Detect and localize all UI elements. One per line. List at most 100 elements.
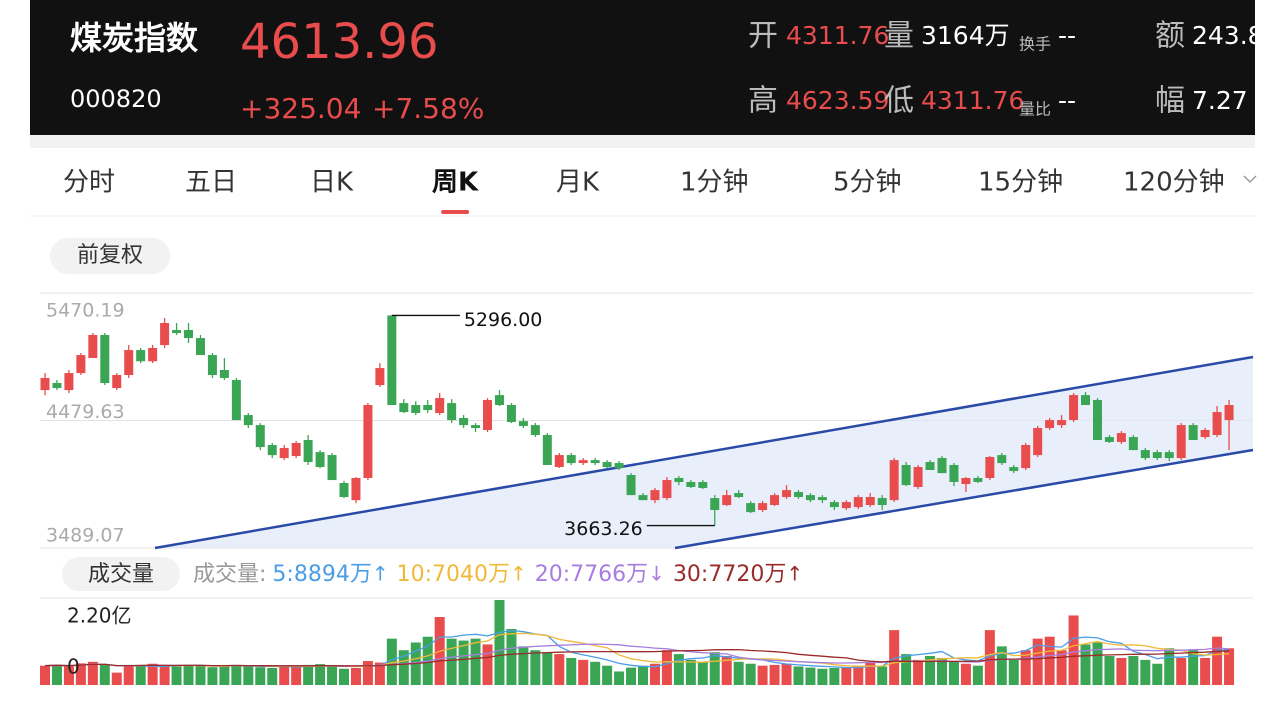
volume-bar xyxy=(1044,636,1055,685)
candle-body xyxy=(219,369,229,378)
volume-bar xyxy=(1104,656,1115,685)
tab[interactable]: 5分钟 xyxy=(833,168,902,198)
candle-body xyxy=(961,477,971,485)
volume-bar xyxy=(231,664,242,685)
stat-value: 7.27 xyxy=(1192,86,1248,115)
volume-bar xyxy=(1092,642,1103,685)
volume-bar xyxy=(901,654,912,685)
volume-bar xyxy=(183,664,194,685)
candle-body xyxy=(375,368,385,386)
volume-bar xyxy=(614,671,625,685)
candle-body xyxy=(1188,425,1198,441)
candle-body xyxy=(351,477,361,501)
candle-body xyxy=(662,480,672,499)
volume-bar xyxy=(685,659,696,685)
candle-body xyxy=(542,434,552,465)
legend-item: 30:7720万 xyxy=(673,562,786,587)
candle-body xyxy=(255,425,265,448)
volume-bar xyxy=(661,650,672,685)
annotation-label: 3663.26 xyxy=(564,518,643,540)
candle-body xyxy=(411,405,421,413)
candle-body xyxy=(494,395,504,406)
price-change: +325.04 xyxy=(240,92,361,125)
candle-body xyxy=(578,460,588,464)
candle-body xyxy=(925,462,935,471)
tab[interactable]: 分时 xyxy=(63,168,115,198)
candle-body xyxy=(1009,467,1019,472)
candle-body xyxy=(1176,425,1186,459)
candle-body xyxy=(64,373,74,391)
candle-body xyxy=(76,355,86,374)
stat-label: 量比 xyxy=(1019,100,1051,119)
candle-body xyxy=(1069,395,1079,421)
stat-label: 高 xyxy=(748,84,778,119)
candle-body xyxy=(782,490,792,498)
candle-body xyxy=(1116,433,1126,442)
tab[interactable]: 120分钟 xyxy=(1123,168,1225,198)
candle-body xyxy=(52,382,62,389)
volume-bar xyxy=(446,638,457,685)
candle-body xyxy=(1045,420,1055,429)
volume-bar xyxy=(769,664,780,685)
volume-bar xyxy=(518,646,529,685)
legend-arrow: ↑ xyxy=(786,562,803,586)
candle-body xyxy=(88,334,98,359)
candle-body xyxy=(710,498,720,511)
header-bar xyxy=(30,0,1255,135)
volume-bar xyxy=(937,657,947,685)
candle-body xyxy=(530,425,540,435)
tab[interactable]: 五日 xyxy=(185,168,237,198)
volume-bar xyxy=(626,667,637,685)
volume-bar xyxy=(87,661,98,685)
price-change-pct: +7.58% xyxy=(372,92,484,125)
channel-line xyxy=(674,448,1254,550)
candle-body xyxy=(1033,428,1043,456)
volume-bar xyxy=(458,640,469,685)
candle-body xyxy=(722,495,732,506)
candle-body xyxy=(339,483,349,498)
volume-bar xyxy=(960,663,971,685)
moving-average-line xyxy=(44,648,1230,667)
tab[interactable]: 月K xyxy=(556,168,600,198)
tab[interactable]: 周K xyxy=(432,168,479,198)
volume-bar xyxy=(530,650,541,685)
adjust-button-label[interactable]: 前复权 xyxy=(77,243,143,268)
tab[interactable]: 15分钟 xyxy=(978,168,1063,198)
candle-body xyxy=(483,399,493,430)
volume-bar xyxy=(757,665,768,685)
volume-bar xyxy=(649,663,660,685)
candle-body xyxy=(291,442,301,456)
more-tabs-chevron[interactable] xyxy=(1243,175,1257,184)
volume-bar xyxy=(63,666,74,685)
volume-bar xyxy=(1068,615,1079,685)
volume-bar xyxy=(566,657,577,685)
volume-bar xyxy=(1224,648,1235,685)
y-tick-label: 5470.19 xyxy=(46,300,125,322)
candle-body xyxy=(554,455,564,468)
tab[interactable]: 1分钟 xyxy=(680,168,749,198)
candle-body xyxy=(506,405,516,422)
adjust-button[interactable] xyxy=(50,238,170,274)
candle-body xyxy=(459,418,469,426)
candle-body xyxy=(829,502,839,508)
candle-body xyxy=(817,497,827,501)
stat-label: 低 xyxy=(884,84,914,119)
volume-bar xyxy=(638,665,648,685)
volume-bar xyxy=(1176,657,1187,685)
volume-bar xyxy=(51,664,62,685)
volume-bar xyxy=(913,659,924,685)
candle-body xyxy=(973,477,983,482)
volume-button[interactable] xyxy=(62,557,180,591)
volume-bar xyxy=(829,668,840,685)
candle-body xyxy=(279,447,289,459)
tab[interactable]: 日K xyxy=(310,168,354,198)
volume-bar xyxy=(1020,650,1031,685)
candle-body xyxy=(566,455,576,464)
candle-body xyxy=(184,329,194,339)
y-tick-label: 4479.63 xyxy=(46,401,125,423)
candle-body xyxy=(303,440,313,463)
volume-button-label[interactable]: 成交量 xyxy=(88,562,154,587)
volume-bar xyxy=(123,665,134,685)
index-name: 煤炭指数 xyxy=(70,19,199,57)
